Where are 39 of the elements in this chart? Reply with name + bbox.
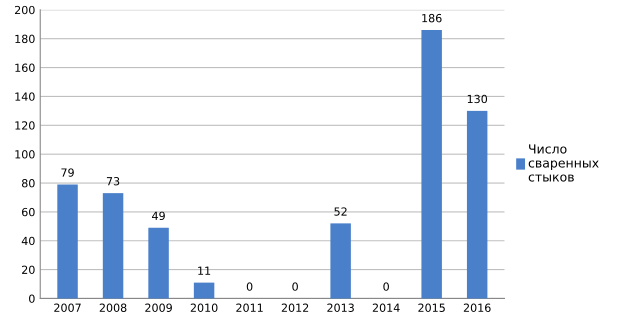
data-label: 0 — [246, 282, 252, 291]
data-label: 186 — [422, 14, 442, 22]
x-tick-label: 2012 — [282, 304, 308, 312]
bar — [330, 223, 351, 298]
data-label: 79 — [61, 168, 74, 177]
x-tick-label: 2011 — [236, 304, 263, 312]
x-tick-label: 2015 — [418, 304, 445, 312]
y-tick-label: 40 — [22, 236, 35, 246]
x-tick-label: 2007 — [54, 304, 81, 312]
y-tick-label: 100 — [15, 150, 35, 159]
bar — [466, 110, 488, 298]
x-tick-label: 2014 — [372, 304, 400, 312]
x-tick-label: 2009 — [145, 304, 172, 312]
bar — [102, 193, 124, 298]
data-label: 130 — [468, 94, 488, 104]
bar — [421, 30, 442, 298]
data-label: 11 — [198, 266, 210, 275]
data-label: 52 — [334, 207, 347, 216]
data-label: 49 — [152, 212, 165, 220]
y-tick-label: 180 — [15, 34, 35, 44]
bar — [57, 184, 78, 298]
x-tick-label: 2010 — [190, 304, 218, 312]
y-tick-label: 80 — [22, 179, 35, 188]
data-label: 73 — [106, 177, 120, 186]
data-label: 0 — [383, 282, 389, 291]
legend-label: Число сваренных стыков — [528, 144, 599, 182]
y-tick-label: 160 — [15, 64, 35, 72]
y-tick-label: 120 — [15, 121, 35, 130]
y-tick-label: 60 — [22, 208, 35, 216]
y-tick-label: 140 — [15, 92, 35, 101]
x-tick-label: 2008 — [100, 304, 126, 312]
x-tick-label: 2016 — [464, 304, 491, 312]
bar — [148, 228, 169, 298]
y-tick-label: 20 — [22, 266, 35, 274]
x-tick-label: 2013 — [327, 304, 354, 312]
bar — [194, 282, 214, 298]
y-tick-label: 0 — [29, 294, 35, 303]
data-label: 0 — [292, 282, 298, 291]
y-tick-label: 200 — [14, 6, 35, 14]
